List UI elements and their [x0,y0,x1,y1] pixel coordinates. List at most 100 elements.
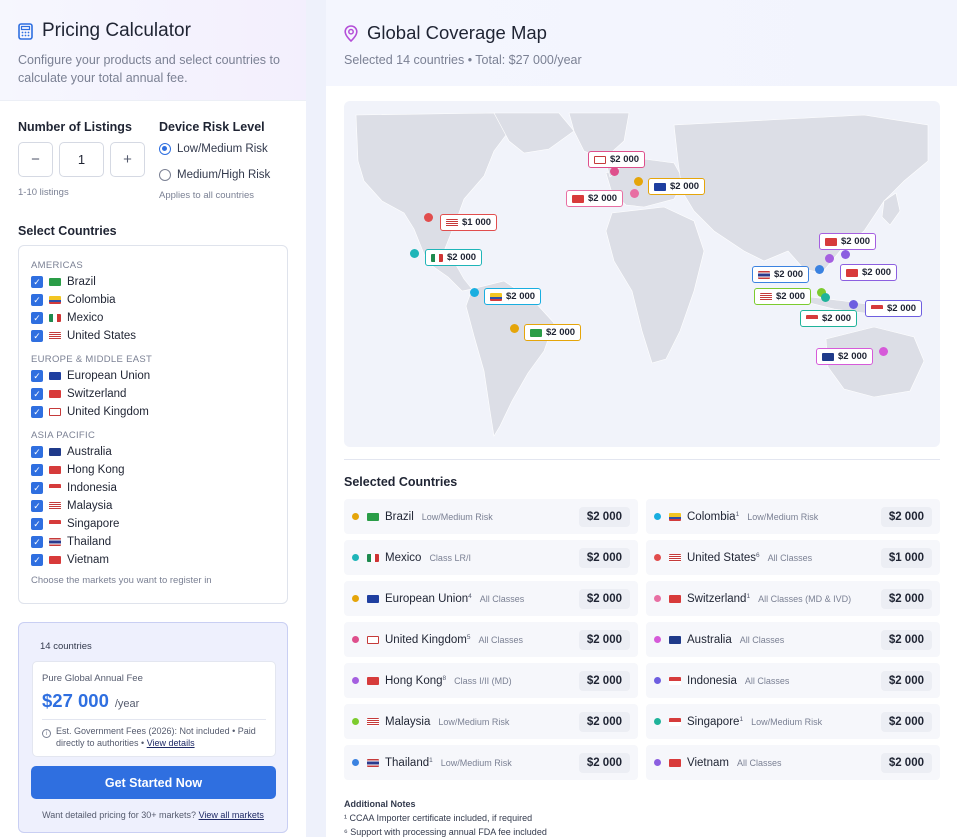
map-marker-dot[interactable] [815,265,824,274]
map-marker-dot[interactable] [634,177,643,186]
checkbox-checked-icon[interactable]: ✓ [31,370,43,382]
checkbox-checked-icon[interactable]: ✓ [31,464,43,476]
map-marker-dot[interactable] [817,288,826,297]
map-price-label[interactable]: $2 000 [566,190,624,207]
checkbox-checked-icon[interactable]: ✓ [31,406,43,418]
country-checkbox-row[interactable]: ✓ European Union [31,367,275,385]
map-price-text: $2 000 [841,236,871,247]
listings-input[interactable]: 1 [59,142,104,177]
map-price-label[interactable]: $2 000 [754,288,812,305]
radio-selected-icon[interactable] [159,143,171,155]
checkbox-checked-icon[interactable]: ✓ [31,536,43,548]
country-checkbox-row[interactable]: ✓ Hong Kong [31,461,275,479]
map-marker-dot[interactable] [424,213,433,222]
au-flag-icon [49,448,61,456]
country-label: Colombia [67,294,116,306]
risk-option-high[interactable]: Medium/High Risk [159,169,270,181]
id-flag-icon [871,304,883,313]
checkbox-checked-icon[interactable]: ✓ [31,518,43,530]
map-price-label[interactable]: $2 000 [588,151,646,168]
au-flag-icon [822,352,834,361]
country-price: $2 000 [578,506,630,527]
country-checkbox-row[interactable]: ✓ Vietnam [31,551,275,569]
view-details-link[interactable]: View details [146,737,195,748]
country-label: United States [67,330,137,342]
map-marker-dot[interactable] [841,250,850,259]
map-marker-dot[interactable] [849,300,858,309]
risk-class: All Classes [478,634,523,645]
map-marker-dot[interactable] [610,167,619,176]
country-name: United States6 [687,551,760,564]
country-checkbox-row[interactable]: ✓ Colombia [31,291,275,309]
fee-summary: 14 countries Pure Global Annual Fee $27 … [18,622,288,833]
checkbox-checked-icon[interactable]: ✓ [31,482,43,494]
get-started-button[interactable]: Get Started Now [31,766,276,799]
map-marker-dot[interactable] [879,347,888,356]
selected-country-card: Singapore1 Low/Medium Risk $2 000 [646,704,940,739]
country-name: Indonesia [687,674,737,687]
country-price: $2 000 [880,670,932,691]
country-checkbox-row[interactable]: ✓ Australia [31,443,275,461]
checkbox-checked-icon[interactable]: ✓ [31,500,43,512]
risk-hint: Applies to all countries [159,190,255,201]
country-checkbox-row[interactable]: ✓ Singapore [31,515,275,533]
sg-flag-icon [49,520,61,528]
country-name: Malaysia [385,715,431,728]
world-map[interactable]: $2 000 $2 000 $2 000 $1 000 $2 000 $2 000 $2 0… [344,101,940,447]
map-price-text: $1 000 [462,217,492,228]
map-price-label[interactable]: $2 000 [524,324,582,341]
map-price-label[interactable]: $1 000 [440,214,498,231]
map-header: Global Coverage Map Selected 14 countrie… [326,0,957,86]
decrement-button[interactable]: − [18,142,53,177]
checkbox-checked-icon[interactable]: ✓ [31,294,43,306]
risk-class: Low/Medium Risk [421,511,493,522]
checkbox-checked-icon[interactable]: ✓ [31,276,43,288]
checkbox-checked-icon[interactable]: ✓ [31,388,43,400]
map-marker-dot[interactable] [470,288,479,297]
listings-hint: 1-10 listings [18,187,69,198]
us-flag-icon [669,553,681,562]
checkbox-checked-icon[interactable]: ✓ [31,446,43,458]
map-price-text: $2 000 [670,181,700,192]
co-flag-icon [49,296,61,304]
checkbox-checked-icon[interactable]: ✓ [31,554,43,566]
map-price-label[interactable]: $2 000 [840,264,898,281]
location-pin-icon [344,24,358,42]
map-price-label[interactable]: $2 000 [648,178,706,195]
map-price-label[interactable]: $2 000 [484,288,542,305]
map-price-text: $2 000 [774,269,804,280]
selected-country-card: Mexico Class LR/I $2 000 [344,540,638,575]
country-name: Singapore1 [687,715,744,728]
country-checkbox-row[interactable]: ✓ United Kingdom [31,403,275,421]
country-checkbox-row[interactable]: ✓ Thailand [31,533,275,551]
map-marker-dot[interactable] [821,293,830,302]
country-checkbox-row[interactable]: ✓ Mexico [31,309,275,327]
country-checkbox-row[interactable]: ✓ Indonesia [31,479,275,497]
map-marker-dot[interactable] [410,249,419,258]
map-marker-dot[interactable] [630,189,639,198]
my-flag-icon [760,292,772,301]
map-price-label[interactable]: $2 000 [752,266,810,283]
country-checkbox-row[interactable]: ✓ Switzerland [31,385,275,403]
map-price-label[interactable]: $2 000 [425,249,483,266]
country-checkbox-row[interactable]: ✓ Malaysia [31,497,275,515]
map-price-label[interactable]: $2 000 [865,300,923,317]
map-marker-dot[interactable] [825,254,834,263]
map-price-label[interactable]: $2 000 [816,348,874,365]
risk-option-low[interactable]: Low/Medium Risk [159,143,270,155]
increment-button[interactable]: + [110,142,145,177]
eu-flag-icon [49,372,61,380]
calculator-title-row: Pricing Calculator [18,20,288,42]
map-price-label[interactable]: $2 000 [800,310,858,327]
country-checkbox-row[interactable]: ✓ Brazil [31,273,275,291]
risk-class: Class LR/I [429,552,471,563]
view-all-markets-link[interactable]: View all markets [198,810,264,820]
radio-unselected-icon[interactable] [159,169,171,181]
map-marker-dot[interactable] [510,324,519,333]
country-checkbox-row[interactable]: ✓ United States [31,327,275,345]
checkbox-checked-icon[interactable]: ✓ [31,312,43,324]
map-price-text: $2 000 [887,303,917,314]
checkbox-checked-icon[interactable]: ✓ [31,330,43,342]
map-price-label[interactable]: $2 000 [819,233,877,250]
map-subtitle: Selected 14 countries • Total: $27 000/y… [344,53,582,67]
